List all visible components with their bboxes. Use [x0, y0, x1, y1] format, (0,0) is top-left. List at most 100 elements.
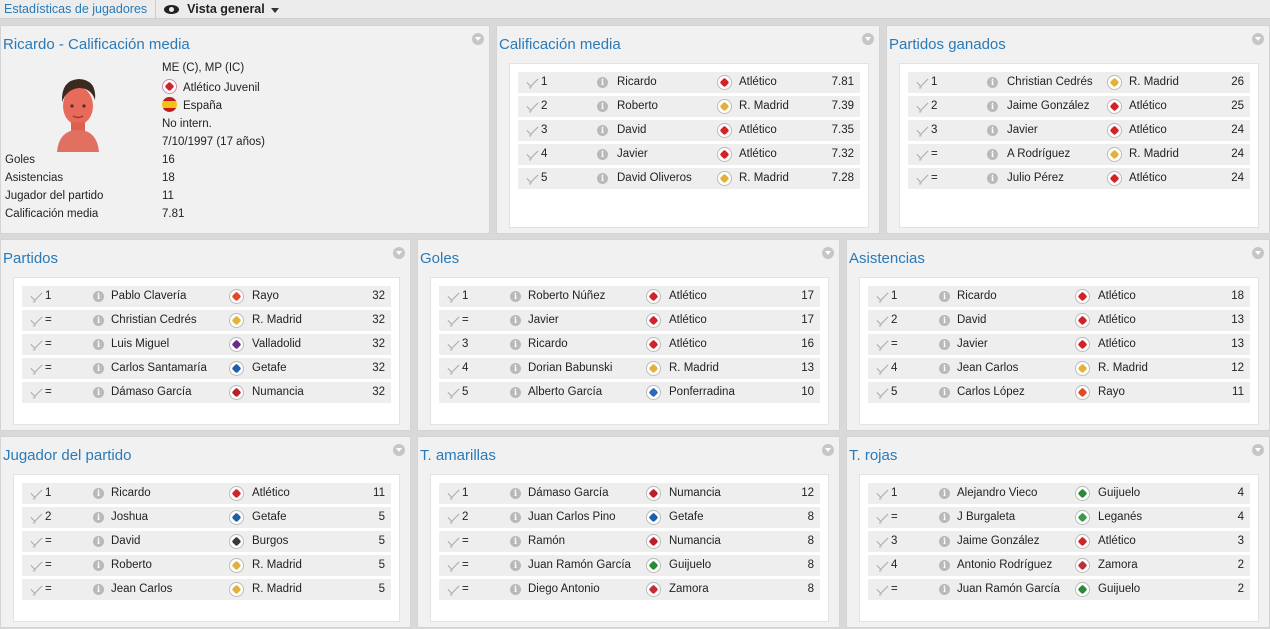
club-name[interactable]: Atlético [1098, 535, 1136, 547]
club-name[interactable]: Atlético [1129, 172, 1167, 184]
info-icon[interactable]: i [93, 512, 104, 523]
player-name[interactable]: Jaime González [957, 535, 1040, 547]
table-row[interactable]: = i A Rodríguez R. Madrid 24 [908, 144, 1250, 165]
club-name[interactable]: R. Madrid [739, 100, 789, 112]
table-row[interactable]: = i Javier Atlético 13 [868, 334, 1250, 355]
info-icon[interactable]: i [987, 77, 998, 88]
player-name[interactable]: Carlos López [957, 386, 1025, 398]
club-name[interactable]: Rayo [1098, 386, 1125, 398]
club-name[interactable]: Guijuelo [669, 559, 712, 571]
info-icon[interactable]: i [93, 315, 104, 326]
table-row[interactable]: 1 i Alejandro Vieco Guijuelo 4 [868, 483, 1250, 504]
info-icon[interactable]: i [510, 512, 521, 523]
info-icon[interactable]: i [939, 387, 950, 398]
info-icon[interactable]: i [939, 488, 950, 499]
info-icon[interactable]: i [987, 149, 998, 160]
player-nation[interactable]: España [183, 100, 223, 112]
club-name[interactable]: Atlético [739, 76, 777, 88]
club-name[interactable]: Atlético [1098, 290, 1136, 302]
info-icon[interactable]: i [987, 125, 998, 136]
table-row[interactable]: = i Luis Miguel Valladolid 32 [22, 334, 391, 355]
info-icon[interactable]: i [939, 315, 950, 326]
player-name[interactable]: David [111, 535, 141, 547]
panel-menu-icon[interactable] [1252, 247, 1264, 259]
info-icon[interactable]: i [939, 339, 950, 350]
club-name[interactable]: Atlético [1129, 100, 1167, 112]
table-row[interactable]: 2 i Roberto R. Madrid 7.39 [518, 96, 860, 117]
club-name[interactable]: R. Madrid [739, 172, 789, 184]
info-icon[interactable]: i [939, 584, 950, 595]
player-name[interactable]: Ricardo [111, 487, 151, 499]
player-name[interactable]: Jean Carlos [957, 362, 1019, 374]
club-name[interactable]: Numancia [669, 535, 721, 547]
club-name[interactable]: R. Madrid [669, 362, 719, 374]
player-name[interactable]: Diego Antonio [528, 583, 600, 595]
player-name[interactable]: David [957, 314, 987, 326]
info-icon[interactable]: i [510, 291, 521, 302]
player-name[interactable]: A Rodríguez [1007, 148, 1071, 160]
table-row[interactable]: = i Ramón Numancia 8 [439, 531, 820, 552]
club-name[interactable]: Atlético [252, 487, 290, 499]
player-name[interactable]: Carlos Santamaría [111, 362, 207, 374]
table-row[interactable]: = i Roberto R. Madrid 5 [22, 555, 391, 576]
club-name[interactable]: Getafe [252, 362, 287, 374]
player-name[interactable]: Antonio Rodríguez [957, 559, 1053, 571]
table-row[interactable]: 2 i Jaime González Atlético 25 [908, 96, 1250, 117]
player-name[interactable]: Alejandro Vieco [957, 487, 1038, 499]
player-name[interactable]: Julio Pérez [1007, 172, 1064, 184]
section-link[interactable]: Estadísticas de jugadores [4, 2, 148, 16]
player-name[interactable]: Ricardo [617, 76, 657, 88]
club-name[interactable]: Atlético [1129, 124, 1167, 136]
table-row[interactable]: 4 i Javier Atlético 7.32 [518, 144, 860, 165]
table-row[interactable]: 4 i Antonio Rodríguez Zamora 2 [868, 555, 1250, 576]
info-icon[interactable]: i [93, 291, 104, 302]
player-name[interactable]: Christian Cedrés [111, 314, 197, 326]
club-name[interactable]: Atlético [1098, 314, 1136, 326]
info-icon[interactable]: i [597, 125, 608, 136]
panel-menu-icon[interactable] [822, 247, 834, 259]
player-name[interactable]: Luis Miguel [111, 338, 170, 350]
club-name[interactable]: Rayo [252, 290, 279, 302]
player-name[interactable]: Dámaso García [111, 386, 192, 398]
info-icon[interactable]: i [939, 536, 950, 547]
info-icon[interactable]: i [939, 291, 950, 302]
player-name[interactable]: Dámaso García [528, 487, 609, 499]
club-name[interactable]: Zamora [1098, 559, 1138, 571]
club-name[interactable]: Guijuelo [1098, 487, 1141, 499]
club-name[interactable]: Leganés [1098, 511, 1143, 523]
info-icon[interactable]: i [939, 560, 950, 571]
player-name[interactable]: Pablo Clavería [111, 290, 187, 302]
player-name[interactable]: Juan Ramón García [528, 559, 631, 571]
table-row[interactable]: 1 i Roberto Núñez Atlético 17 [439, 286, 820, 307]
panel-menu-icon[interactable] [393, 444, 405, 456]
table-row[interactable]: 2 i Juan Carlos Pino Getafe 8 [439, 507, 820, 528]
player-name[interactable]: Javier [528, 314, 559, 326]
panel-menu-icon[interactable] [1252, 444, 1264, 456]
player-name[interactable]: J Burgaleta [957, 511, 1016, 523]
info-icon[interactable]: i [510, 488, 521, 499]
info-icon[interactable]: i [939, 512, 950, 523]
club-name[interactable]: R. Madrid [1098, 362, 1148, 374]
player-name[interactable]: Roberto [111, 559, 152, 571]
club-name[interactable]: Ponferradina [669, 386, 735, 398]
player-name[interactable]: Alberto García [528, 386, 603, 398]
player-name[interactable]: Ricardo [528, 338, 568, 350]
table-row[interactable]: 4 i Dorian Babunski R. Madrid 13 [439, 358, 820, 379]
club-name[interactable]: Getafe [252, 511, 287, 523]
player-name[interactable]: Jean Carlos [111, 583, 173, 595]
table-row[interactable]: 3 i Ricardo Atlético 16 [439, 334, 820, 355]
panel-menu-icon[interactable] [862, 33, 874, 45]
info-icon[interactable]: i [93, 363, 104, 374]
table-row[interactable]: = i Dámaso García Numancia 32 [22, 382, 391, 403]
table-row[interactable]: = i Carlos Santamaría Getafe 32 [22, 358, 391, 379]
table-row[interactable]: 1 i Christian Cedrés R. Madrid 26 [908, 72, 1250, 93]
player-name[interactable]: David Oliveros [617, 172, 692, 184]
club-name[interactable]: R. Madrid [1129, 148, 1179, 160]
club-name[interactable]: Getafe [669, 511, 704, 523]
info-icon[interactable]: i [510, 536, 521, 547]
table-row[interactable]: = i Christian Cedrés R. Madrid 32 [22, 310, 391, 331]
player-name[interactable]: Javier [957, 338, 988, 350]
table-row[interactable]: 3 i Jaime González Atlético 3 [868, 531, 1250, 552]
player-name[interactable]: Roberto [617, 100, 658, 112]
info-icon[interactable]: i [510, 584, 521, 595]
